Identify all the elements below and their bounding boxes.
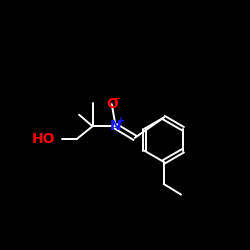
- Text: O: O: [106, 97, 118, 111]
- Text: N: N: [110, 119, 122, 133]
- Text: +: +: [117, 116, 126, 126]
- Text: HO: HO: [32, 132, 55, 146]
- Text: −: −: [114, 94, 122, 104]
